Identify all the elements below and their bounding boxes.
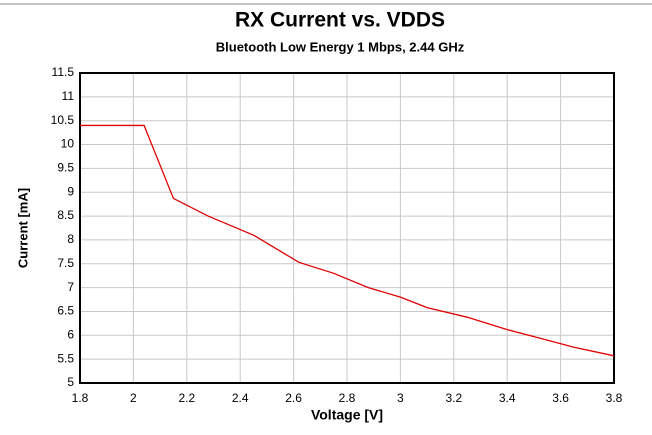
y-tick-label: 7: [67, 280, 74, 294]
y-tick-label: 5: [67, 375, 74, 389]
y-tick-label: 9.5: [57, 161, 74, 175]
y-tick-label: 9: [67, 184, 74, 198]
x-tick-label: 2.6: [285, 391, 302, 405]
y-tick-label: 8.5: [57, 208, 74, 222]
chart-subtitle: Bluetooth Low Energy 1 Mbps, 2.44 GHz: [216, 39, 465, 54]
y-axis-label: Current [mA]: [15, 188, 30, 268]
y-tick-label: 10: [61, 137, 75, 151]
x-tick-label: 3.2: [445, 391, 462, 405]
y-tick-label: 6.5: [57, 304, 74, 318]
x-tick-label: 2: [130, 391, 137, 405]
y-tick-label: 11: [62, 89, 75, 103]
y-tick-label: 8: [67, 232, 74, 246]
x-tick-label: 2.4: [232, 391, 249, 405]
y-tick-label: 5.5: [57, 351, 74, 365]
x-tick-label: 3.6: [552, 391, 569, 405]
data-line: [80, 124, 615, 357]
y-tick-label: 7.5: [57, 256, 74, 270]
y-tick-label: 11.5: [52, 65, 75, 79]
y-tick-label: 6: [67, 327, 74, 341]
x-axis-label: Voltage [V]: [311, 407, 383, 423]
x-tick-label: 3: [397, 391, 404, 405]
x-tick-label: 3.8: [606, 391, 623, 405]
x-tick-label: 1.8: [72, 391, 89, 405]
chart-title: RX Current vs. VDDS: [235, 9, 445, 32]
x-tick-label: 2.8: [339, 391, 356, 405]
plot-frame: [79, 72, 615, 384]
x-tick-label: 3.4: [499, 391, 516, 405]
y-tick-label: 10.5: [51, 113, 75, 127]
x-tick-label: 2.2: [178, 391, 195, 405]
